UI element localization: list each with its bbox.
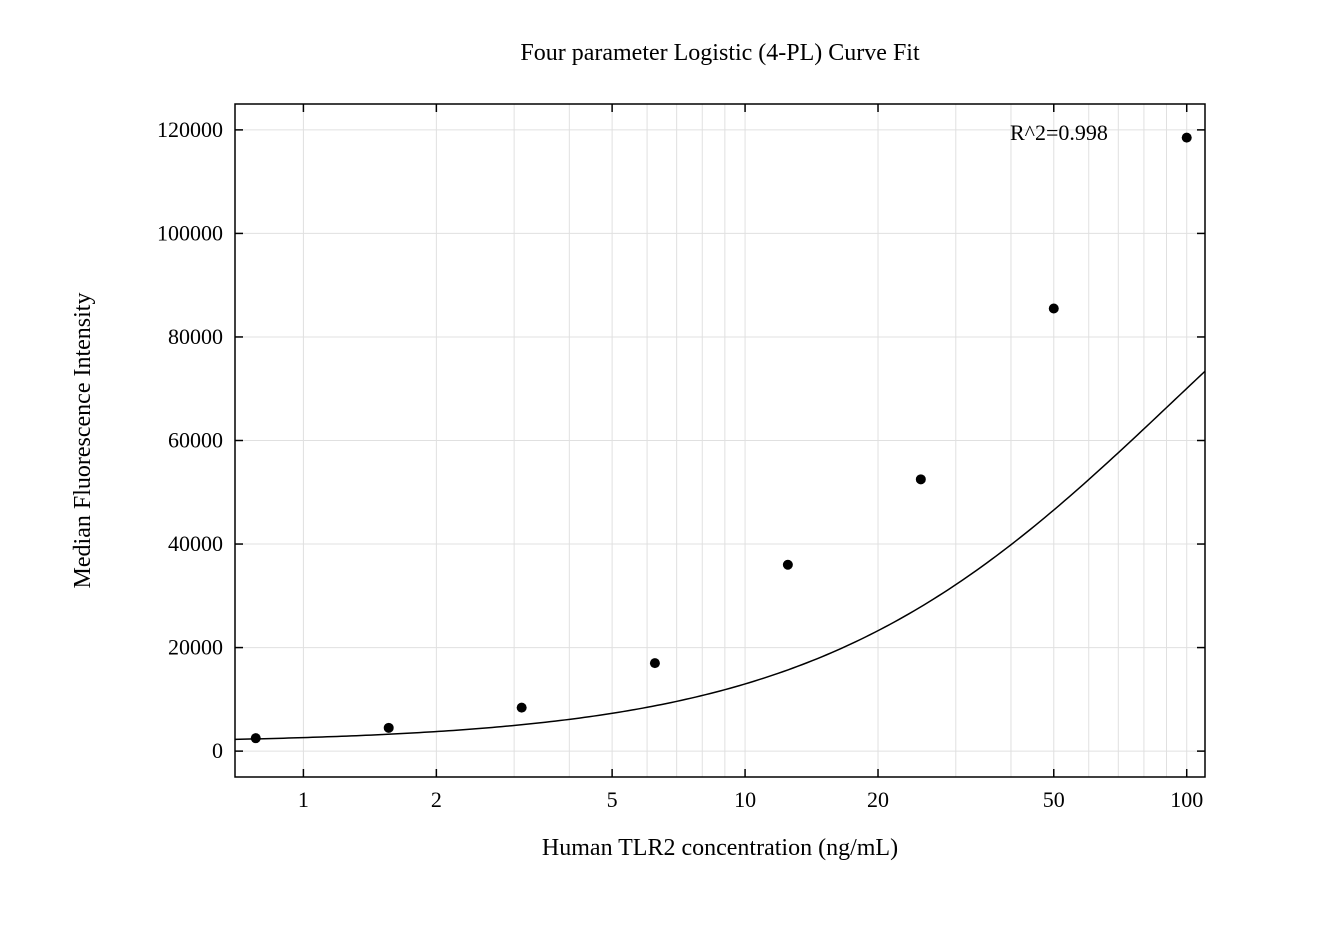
- chart-svg: Four parameter Logistic (4-PL) Curve Fit…: [0, 0, 1341, 936]
- y-tick-label: 120000: [157, 117, 223, 142]
- data-point: [517, 703, 527, 713]
- r-squared-annotation: R^2=0.998: [1010, 120, 1108, 145]
- data-point: [1182, 133, 1192, 143]
- data-point: [251, 733, 261, 743]
- y-tick-label: 60000: [168, 428, 223, 453]
- fit-curve: [235, 371, 1205, 739]
- data-point: [1049, 303, 1059, 313]
- y-axis-label: Median Fluorescence Intensity: [70, 293, 96, 589]
- tick-labels: 1 2 5 10 20 50 100 0 20000 40000 60000 80000 100000 1…: [157, 117, 1203, 812]
- data-point: [783, 560, 793, 570]
- y-tick-label: 20000: [168, 635, 223, 660]
- y-tick-label: 0: [212, 738, 223, 763]
- chart-container: Four parameter Logistic (4-PL) Curve Fit…: [0, 0, 1341, 936]
- x-tick-label: 5: [607, 787, 618, 812]
- y-tick-label: 100000: [157, 220, 223, 245]
- y-tick-label: 40000: [168, 531, 223, 556]
- x-tick-label: 50: [1043, 787, 1065, 812]
- x-tick-label: 1: [298, 787, 309, 812]
- data-point: [916, 474, 926, 484]
- x-tick-label: 10: [734, 787, 756, 812]
- y-tick-label: 80000: [168, 324, 223, 349]
- grid-lines: [235, 104, 1205, 777]
- data-point: [650, 658, 660, 668]
- chart-title: Four parameter Logistic (4-PL) Curve Fit: [520, 40, 920, 66]
- data-point: [384, 723, 394, 733]
- x-tick-label: 2: [431, 787, 442, 812]
- x-tick-label: 20: [867, 787, 889, 812]
- data-points: [251, 133, 1192, 744]
- x-tick-label: 100: [1170, 787, 1203, 812]
- x-axis-label: Human TLR2 concentration (ng/mL): [542, 835, 898, 861]
